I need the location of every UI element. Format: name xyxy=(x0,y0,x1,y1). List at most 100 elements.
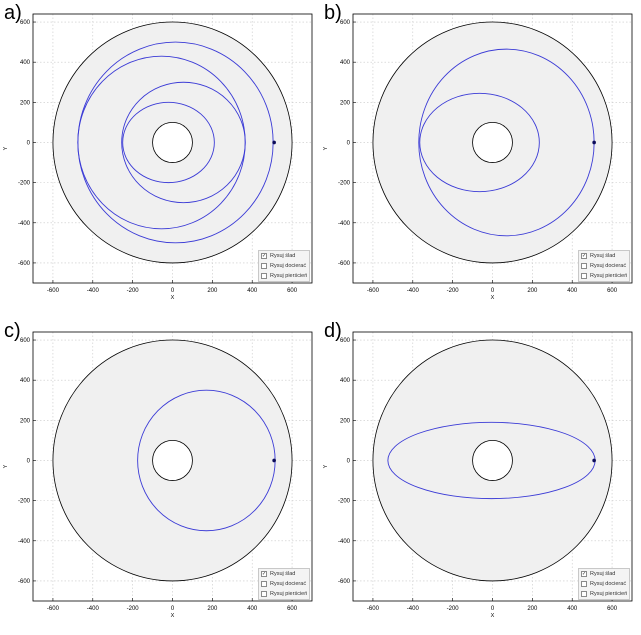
checkbox-empty-icon[interactable] xyxy=(581,273,587,279)
legend-checkbox-label: Rysuj pierścień xyxy=(590,591,628,597)
y-tick-label: 600 xyxy=(20,20,31,26)
x-tick-label: -200 xyxy=(127,288,140,294)
x-tick-label: 200 xyxy=(527,288,538,294)
legend-checkbox-label: Rysuj docierać xyxy=(270,263,307,269)
checkbox-empty-icon[interactable] xyxy=(261,273,267,279)
y-tick-label: -600 xyxy=(18,579,31,585)
checkbox-checked-icon[interactable]: ✓ xyxy=(261,253,267,259)
legend-checkbox-row[interactable]: ✓ Rysuj ślad xyxy=(579,252,629,261)
checkbox-empty-icon[interactable] xyxy=(581,581,587,587)
legend-checkbox-row[interactable]: ✓ Rysuj ślad xyxy=(579,570,629,579)
panel-label-d: d) xyxy=(324,320,342,342)
x-tick-label: -400 xyxy=(407,606,420,612)
x-tick-label: 400 xyxy=(567,288,578,294)
checkbox-empty-icon[interactable] xyxy=(581,263,587,269)
y-tick-label: 400 xyxy=(340,378,351,384)
y-tick-label: -400 xyxy=(18,539,31,545)
x-tick-label: 400 xyxy=(567,606,578,612)
x-tick-label: 200 xyxy=(207,288,218,294)
checkbox-empty-icon[interactable] xyxy=(261,591,267,597)
legend-box: ✓ Rysuj ślad Rysuj docierać Rysuj pierścień xyxy=(258,568,310,600)
x-tick-label: 0 xyxy=(491,288,495,294)
legend-box: ✓ Rysuj ślad Rysuj docierać Rysuj pierścień xyxy=(578,568,630,600)
x-tick-label: 600 xyxy=(287,288,298,294)
x-tick-label: -200 xyxy=(447,606,460,612)
y-tick-label: -400 xyxy=(338,539,351,545)
inner-obstacle-circle xyxy=(472,122,513,163)
checkbox-checked-icon[interactable]: ✓ xyxy=(581,571,587,577)
legend-checkbox-label: Rysuj ślad xyxy=(590,253,616,259)
inner-obstacle-circle xyxy=(472,440,513,481)
checkbox-empty-icon[interactable] xyxy=(261,581,267,587)
legend-checkbox-row[interactable]: Rysuj docierać xyxy=(579,262,629,271)
y-tick-label: -200 xyxy=(18,499,31,505)
legend-box: ✓ Rysuj ślad Rysuj docierać Rysuj pierścień xyxy=(258,250,310,282)
legend-checkbox-label: Rysuj ślad xyxy=(270,253,296,259)
legend-checkbox-row[interactable]: Rysuj pierścień xyxy=(259,590,309,599)
x-tick-label: -400 xyxy=(87,606,100,612)
y-tick-label: 600 xyxy=(20,338,31,344)
checkbox-empty-icon[interactable] xyxy=(581,591,587,597)
checkbox-checked-icon[interactable]: ✓ xyxy=(261,571,267,577)
start-point-marker xyxy=(592,140,596,145)
panel-label-b: b) xyxy=(324,2,342,24)
panel-a: -600 -400 -200 0 200 400 600 -600 -400 -200 0 200 40… xyxy=(0,0,320,316)
inner-obstacle-circle xyxy=(152,122,193,163)
legend-checkbox-row[interactable]: Rysuj docierać xyxy=(259,580,309,589)
x-tick-label: -200 xyxy=(447,288,460,294)
legend-checkbox-label: Rysuj ślad xyxy=(270,571,296,577)
x-tick-label: 200 xyxy=(527,606,538,612)
legend-checkbox-label: Rysuj pierścień xyxy=(270,591,308,597)
start-point-marker xyxy=(272,458,276,463)
y-tick-label: 400 xyxy=(20,378,31,384)
y-tick-label: -400 xyxy=(338,221,351,227)
y-tick-label: 200 xyxy=(20,418,31,424)
x-tick-label: -400 xyxy=(407,288,420,294)
legend-checkbox-row[interactable]: Rysuj pierścień xyxy=(579,590,629,599)
plot-svg-a: -600 -400 -200 0 200 400 600 -600 -400 -200 0 200 40… xyxy=(3,13,313,301)
x-axis-label: X xyxy=(171,613,175,619)
panel-label-a: a) xyxy=(4,2,22,24)
y-tick-label: 600 xyxy=(340,338,351,344)
legend-checkbox-row[interactable]: Rysuj pierścień xyxy=(259,272,309,281)
legend-checkbox-label: Rysuj docierać xyxy=(270,581,307,587)
plot-svg-d: -600 -400 -200 0 200 400 600 -600 -400 -200 0 200 40… xyxy=(323,331,633,619)
inner-obstacle-circle xyxy=(152,440,193,481)
legend-checkbox-row[interactable]: ✓ Rysuj ślad xyxy=(259,570,309,579)
y-tick-label: 200 xyxy=(340,100,351,106)
x-axis-label: X xyxy=(171,295,175,301)
x-tick-label: 600 xyxy=(607,606,618,612)
y-tick-label: -600 xyxy=(338,579,351,585)
y-axis-label: Y xyxy=(3,146,9,150)
panel-b: -600 -400 -200 0 200 400 600 -600 -400 -200 0 200 40… xyxy=(320,0,640,316)
y-tick-label: -600 xyxy=(338,261,351,267)
y-tick-label: -200 xyxy=(338,181,351,187)
legend-checkbox-row[interactable]: ✓ Rysuj ślad xyxy=(259,252,309,261)
y-tick-label: -200 xyxy=(338,499,351,505)
y-tick-label: 600 xyxy=(340,20,351,26)
legend-checkbox-label: Rysuj pierścień xyxy=(590,273,628,279)
y-tick-label: 0 xyxy=(27,458,31,464)
x-tick-label: 600 xyxy=(607,288,618,294)
x-tick-label: -600 xyxy=(367,288,380,294)
legend-checkbox-label: Rysuj docierać xyxy=(590,581,627,587)
legend-checkbox-row[interactable]: Rysuj docierać xyxy=(579,580,629,589)
legend-checkbox-row[interactable]: Rysuj pierścień xyxy=(579,272,629,281)
y-tick-label: -600 xyxy=(18,261,31,267)
trajectory-path xyxy=(122,101,215,184)
checkbox-checked-icon[interactable]: ✓ xyxy=(581,253,587,259)
y-tick-label: -400 xyxy=(18,221,31,227)
x-tick-label: 0 xyxy=(171,288,175,294)
start-point-marker xyxy=(272,140,276,145)
x-tick-label: 400 xyxy=(247,288,258,294)
y-tick-label: 0 xyxy=(347,140,351,146)
panel-d: -600 -400 -200 0 200 400 600 -600 -400 -200 0 200 40… xyxy=(320,318,640,634)
legend-checkbox-row[interactable]: Rysuj docierać xyxy=(259,262,309,271)
y-axis-label: Y xyxy=(3,464,9,468)
plot-svg-b: -600 -400 -200 0 200 400 600 -600 -400 -200 0 200 40… xyxy=(323,13,633,301)
x-tick-label: -600 xyxy=(47,606,60,612)
y-tick-label: -200 xyxy=(18,181,31,187)
checkbox-empty-icon[interactable] xyxy=(261,263,267,269)
start-point-marker xyxy=(592,458,596,463)
